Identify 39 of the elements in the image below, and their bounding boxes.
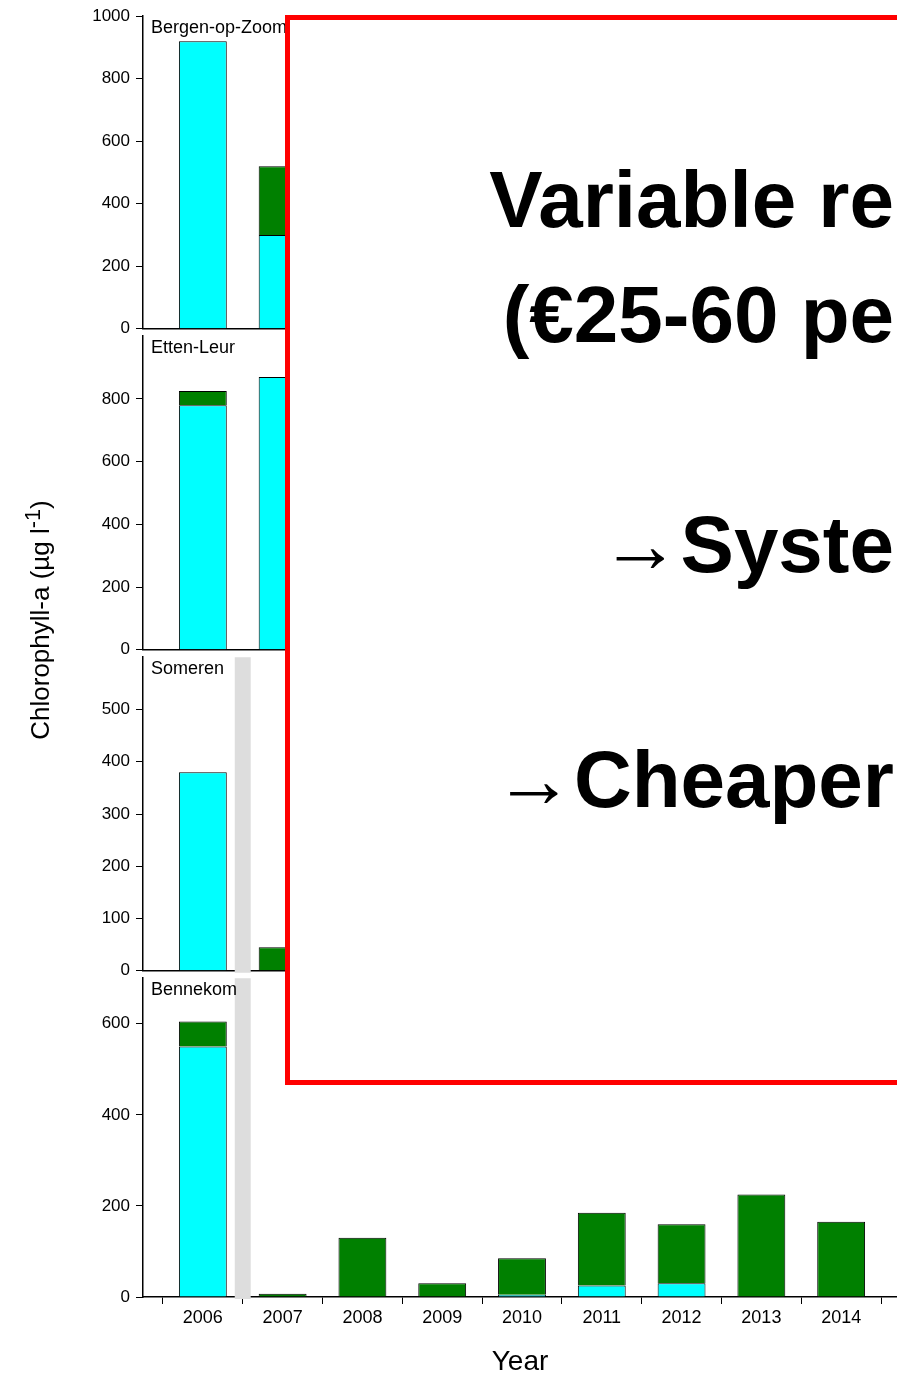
chart-title: Someren [151, 658, 225, 679]
x-tick-label: 2007 [262, 1306, 303, 1327]
y-tick-label: 200 [101, 1195, 130, 1215]
y-tick-label: 400 [101, 193, 130, 213]
x-axis-title: Year [491, 1344, 549, 1376]
y-tick-label: 200 [101, 576, 130, 596]
chart-title: Etten-Leur [151, 337, 236, 358]
y-tick-label: 200 [101, 855, 130, 875]
y-tick-label: 400 [101, 1104, 130, 1124]
y-tick-label: 600 [101, 130, 130, 150]
y-tick-label: 300 [101, 803, 130, 823]
y-tick-label: 600 [101, 1013, 130, 1033]
y-tick-label: 800 [101, 388, 130, 408]
y-tick-label: 400 [101, 751, 130, 771]
annotation: (€25-60 pe [502, 270, 894, 359]
x-tick-label: 2008 [342, 1306, 383, 1327]
x-tick-label: 2013 [741, 1306, 782, 1327]
x-tick-label: 2006 [182, 1306, 223, 1327]
x-tick-label: 2011 [582, 1306, 622, 1327]
y-tick-label: 800 [101, 68, 130, 88]
annotation: →Syste [600, 500, 894, 589]
y-tick-label: 100 [101, 908, 130, 928]
chart-title: Bergen-op-Zoom [151, 17, 288, 38]
y-tick-label: 0 [120, 1286, 130, 1306]
y-tick-label: 600 [101, 451, 130, 471]
annotation: →Cheaper [493, 735, 894, 824]
annotation: Variable re [489, 155, 894, 244]
chart-title: Bennekom [151, 979, 238, 1000]
x-tick-label: 2009 [422, 1306, 463, 1327]
y-tick-label: 200 [101, 255, 130, 275]
y-tick-label: 0 [120, 960, 130, 980]
x-tick-label: 2010 [501, 1306, 543, 1327]
x-tick-label: 2012 [661, 1306, 702, 1327]
y-tick-label: 400 [101, 514, 130, 534]
y-tick-label: 500 [101, 699, 130, 719]
x-tick-label: 2014 [821, 1306, 862, 1327]
y-tick-label: 0 [120, 318, 130, 338]
y-tick-label: 0 [120, 639, 130, 659]
y-tick-label: 1000 [92, 5, 130, 25]
